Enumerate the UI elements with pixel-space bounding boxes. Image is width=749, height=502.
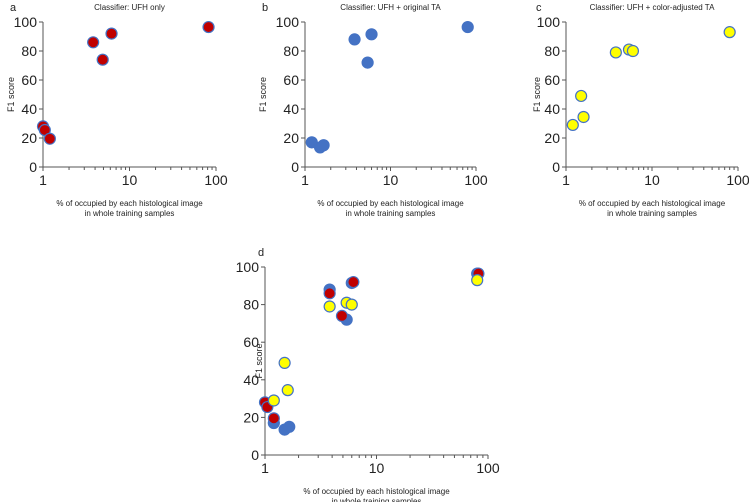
x-tick-label: 10: [383, 172, 399, 188]
data-point-ufh-color-adjusted-ta: [626, 44, 640, 58]
panel-a: a Classifier: UFH only 0 20 40 60 80 100 1 10 100%…: [6, 2, 228, 218]
data-point-ufh-original-ta: [317, 139, 330, 152]
data-point-ufh-color-adjusted-ta: [566, 118, 579, 132]
x-axis-label-line2: in whole training samples: [346, 209, 436, 218]
panel-b: b Classifier: UFH + original TA 0 20 40 60 80 1…: [258, 2, 488, 218]
panel-d: d 0 20 40 60 80 100 1 10 100 % of occupied by each…: [236, 247, 500, 502]
x-tick-label: 1: [39, 172, 47, 188]
panel-title: Classifier: UFH + original TA: [340, 3, 441, 12]
y-axis-label: F1 score: [254, 343, 264, 378]
data-point-ufh-color-adjusted-ta: [278, 356, 291, 369]
y-tick-label: 40: [544, 101, 560, 117]
y-tick-label: 20: [243, 409, 259, 425]
data-point-ufh-original-ta: [361, 56, 374, 69]
data-point-ufh-color-adjusted-ta: [471, 274, 484, 287]
y-tick-label: 60: [283, 72, 299, 88]
x-tick-label: 1: [562, 172, 570, 188]
x-tick-label: 1: [301, 172, 309, 188]
y-tick-label: 80: [21, 43, 37, 59]
panel-letter: d: [258, 247, 264, 259]
y-tick-label: 60: [21, 72, 37, 88]
panel-letter: a: [10, 2, 17, 14]
y-tick-label: 20: [544, 130, 560, 146]
y-tick-label: 0: [29, 159, 37, 175]
data-point-ufh-original-ta: [365, 28, 378, 41]
data-point-ufh-only: [96, 53, 109, 66]
data-point-ufh-color-adjusted-ta: [609, 46, 622, 59]
y-tick-label: 0: [251, 447, 259, 463]
panel-title: Classifier: UFH only: [94, 3, 165, 12]
data-point-ufh-color-adjusted-ta: [281, 384, 294, 397]
data-point-ufh-only: [202, 20, 215, 34]
data-point-ufh-color-adjusted-ta: [323, 300, 336, 313]
data-point-ufh-color-adjusted-ta: [345, 298, 358, 311]
y-tick-label: 100: [236, 259, 260, 275]
x-axis-label-line1: % of occupied by each histological image: [303, 487, 450, 496]
x-tick-label: 100: [464, 172, 488, 188]
y-axis-label: F1 score: [258, 77, 268, 112]
y-axis-label: F1 score: [532, 77, 542, 112]
data-point-ufh-only: [43, 132, 56, 145]
panel-c: c Classifier: UFH + color-adjusted TA 0 20 4…: [532, 2, 749, 218]
data-point-ufh-original-ta: [283, 420, 296, 433]
y-tick-label: 60: [544, 72, 560, 88]
y-tick-label: 40: [21, 101, 37, 117]
y-tick-label: 40: [283, 101, 299, 117]
x-axis-label-line2: in whole training samples: [607, 209, 697, 218]
y-tick-label: 0: [291, 159, 299, 175]
data-point-ufh-only: [335, 309, 349, 322]
data-point-ufh-color-adjusted-ta: [267, 394, 280, 407]
panel-title: Classifier: UFH + color-adjusted TA: [590, 3, 716, 12]
y-tick-label: 0: [552, 159, 560, 175]
x-tick-label: 10: [644, 172, 660, 188]
y-tick-label: 100: [276, 14, 300, 30]
data-point-ufh-color-adjusted-ta: [723, 26, 736, 39]
data-point-ufh-color-adjusted-ta: [575, 89, 588, 103]
panel-letter: c: [536, 2, 542, 14]
data-point-ufh-original-ta: [461, 20, 474, 34]
data-point-ufh-original-ta: [348, 33, 361, 46]
data-point-ufh-color-adjusted-ta: [577, 110, 590, 124]
y-tick-label: 80: [544, 43, 560, 59]
x-tick-label: 10: [369, 460, 385, 476]
x-axis-label-line1: % of occupied by each histological image: [56, 199, 203, 208]
y-tick-label: 20: [21, 130, 37, 146]
data-point-ufh-only: [105, 27, 118, 40]
x-axis-label-line1: % of occupied by each histological image: [317, 199, 464, 208]
y-tick-label: 100: [537, 14, 561, 30]
y-tick-label: 80: [243, 297, 259, 313]
x-tick-label: 100: [204, 172, 228, 188]
x-tick-label: 100: [726, 172, 749, 188]
y-tick-label: 40: [243, 372, 259, 388]
x-axis-label-line2: in whole training samples: [85, 209, 175, 218]
x-tick-label: 10: [122, 172, 138, 188]
y-tick-label: 100: [14, 14, 38, 30]
panel-letter: b: [262, 2, 268, 14]
y-axis-label: F1 score: [6, 77, 16, 112]
data-point-ufh-only: [347, 275, 360, 289]
x-tick-label: 1: [261, 460, 269, 476]
x-axis-label-line2: in whole training samples: [332, 497, 422, 502]
data-point-ufh-only: [267, 412, 280, 425]
x-tick-label: 100: [476, 460, 500, 476]
y-tick-label: 20: [283, 130, 299, 146]
y-tick-label: 80: [283, 43, 299, 59]
data-point-ufh-only: [323, 287, 336, 300]
x-axis-label-line1: % of occupied by each histological image: [579, 199, 726, 208]
y-tick-label: 60: [243, 334, 259, 350]
data-point-ufh-only: [87, 36, 100, 49]
